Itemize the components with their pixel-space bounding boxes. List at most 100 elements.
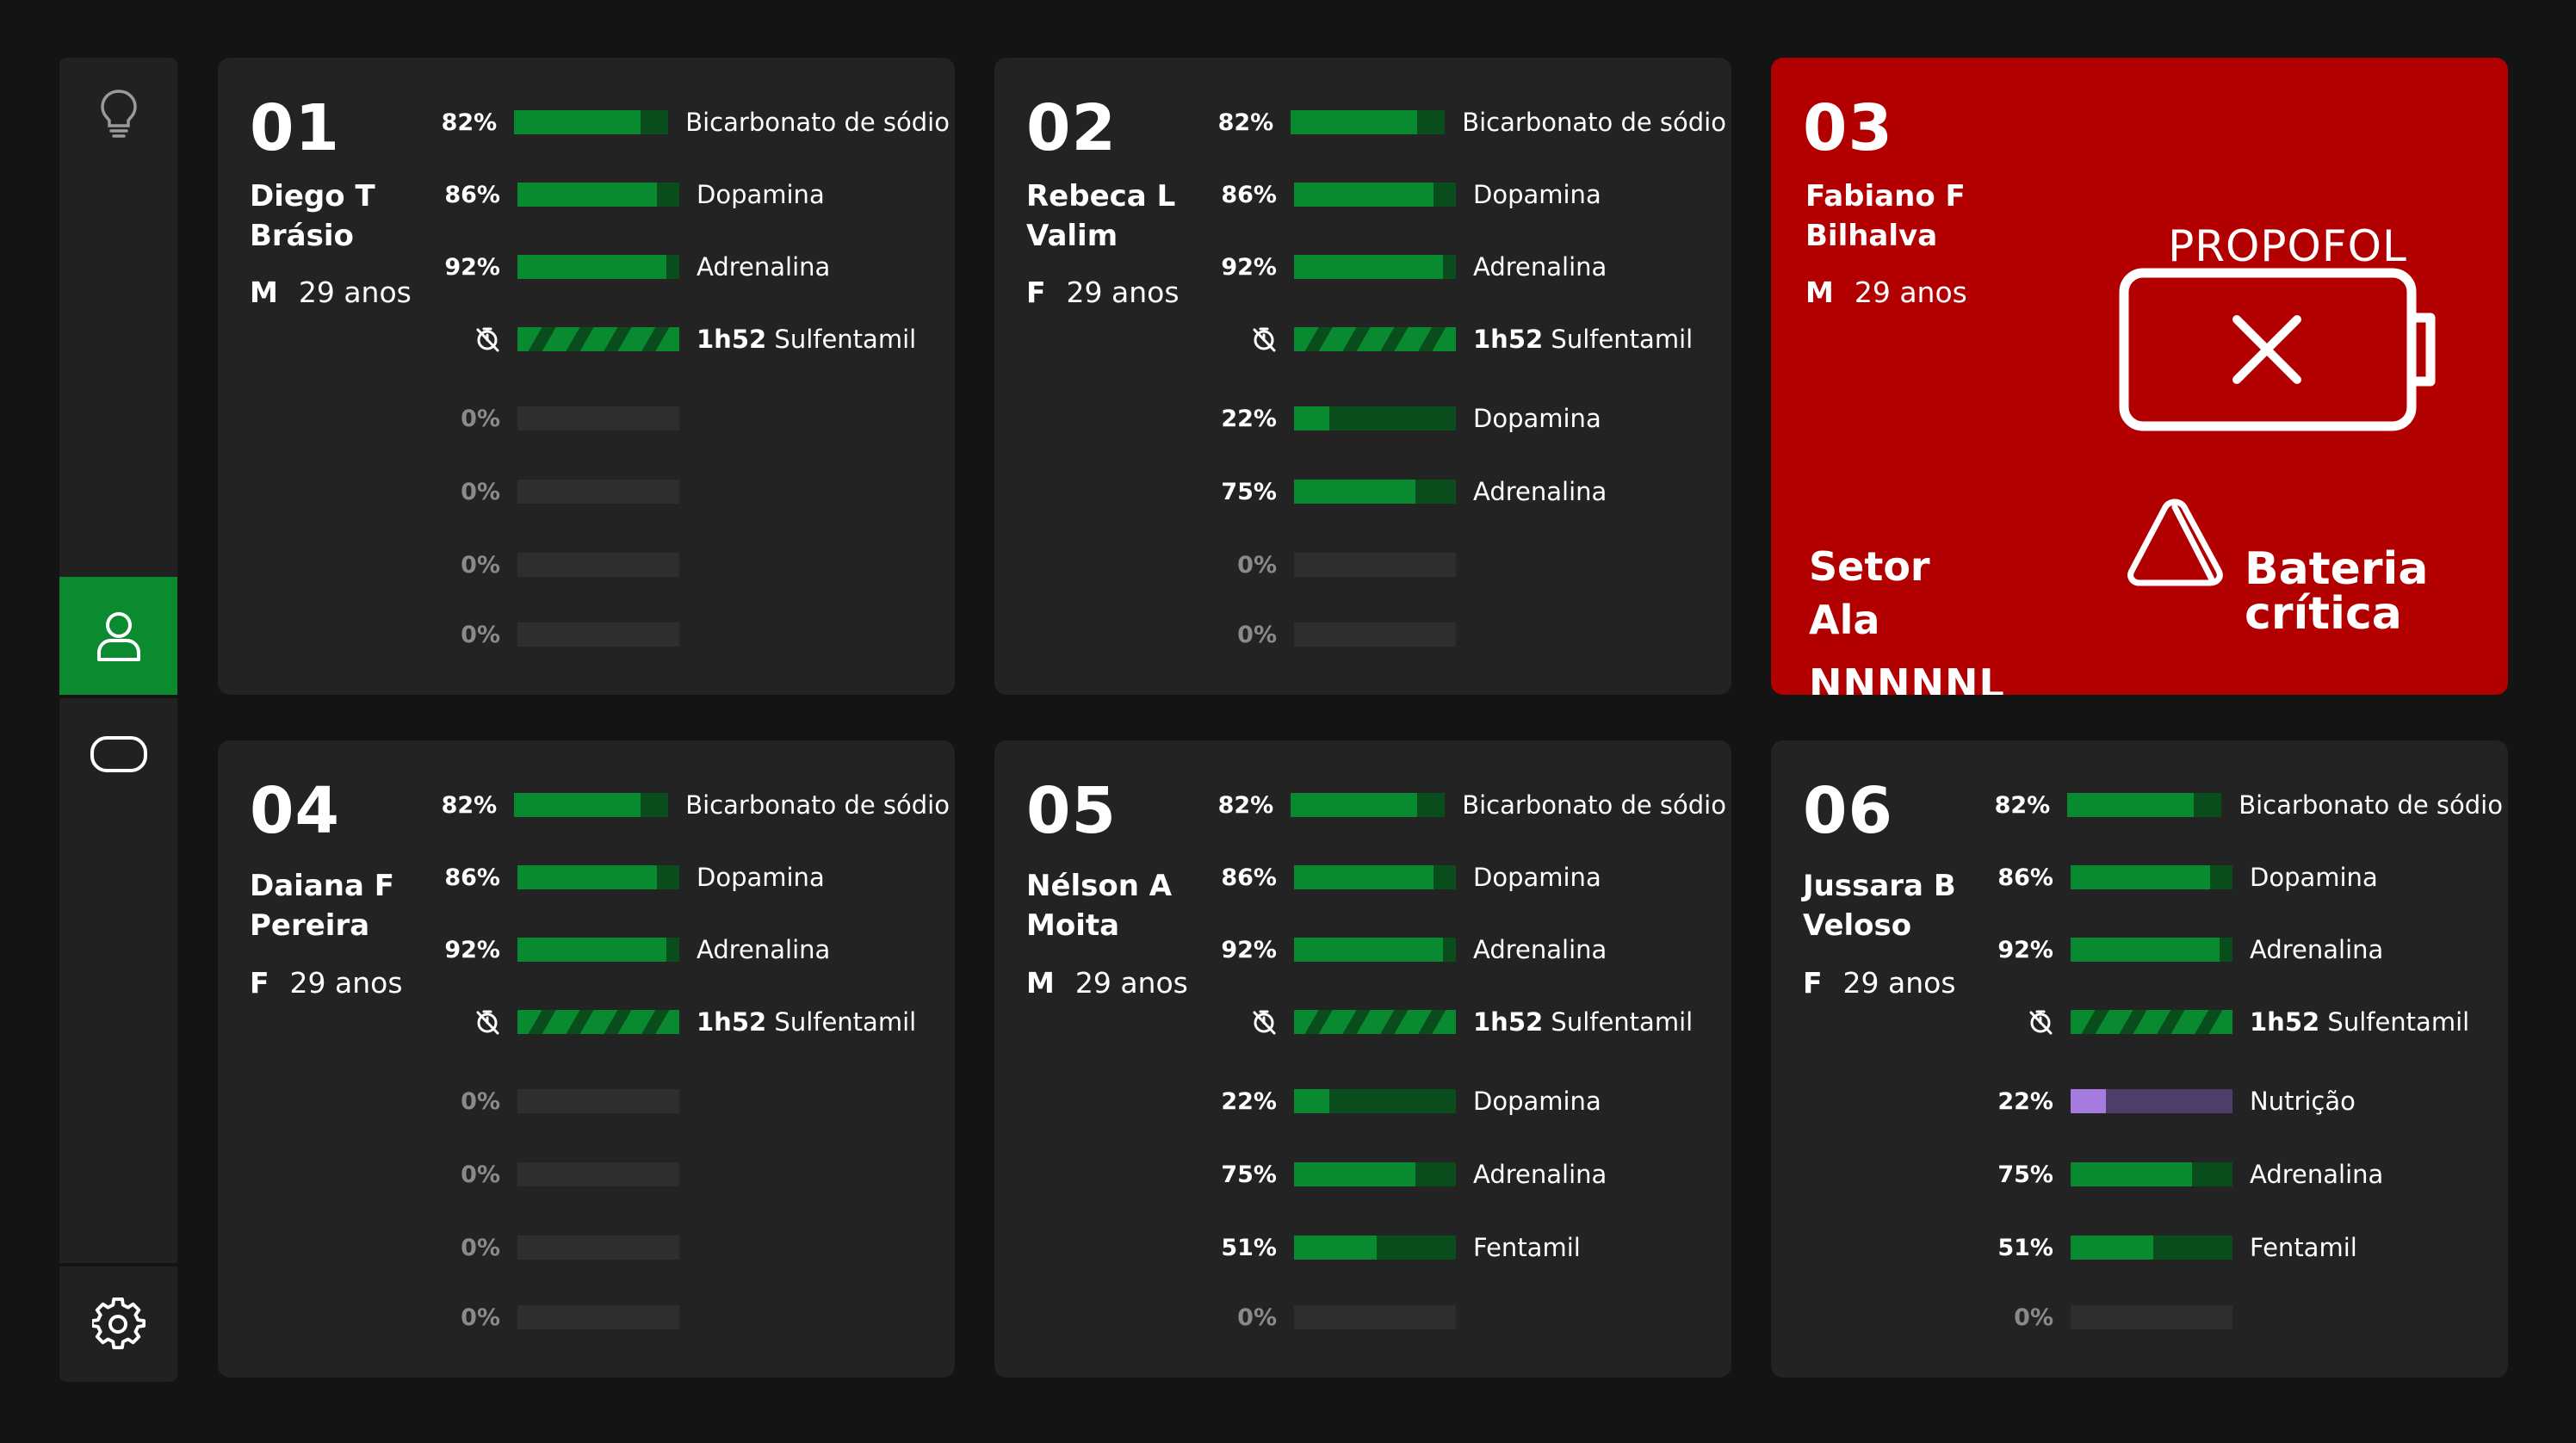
infusion-row[interactable]: 22% Dopamina — [1210, 401, 1726, 436]
infusion-row[interactable]: 0% — [1210, 617, 1726, 652]
infusion-label: Adrenalina — [2250, 935, 2384, 964]
infusion-percent: 75% — [1221, 1161, 1277, 1188]
bed-number: 05 — [1026, 774, 1117, 848]
patient-card-alert[interactable]: 03 Fabiano F Bilhalva M 29 anos PROPOFOL … — [1771, 58, 2508, 695]
infusion-row[interactable]: 0% — [433, 401, 950, 436]
patient-card[interactable]: 04 Daiana F Pereira F 29 anos 82% Bicarbon… — [218, 740, 955, 1378]
infusion-percent: 22% — [1997, 1087, 2053, 1115]
infusion-row[interactable]: 86% Dopamina — [1210, 860, 1726, 895]
patient-card[interactable]: 01 Diego T Brásio M 29 anos 82% Bicarbonat… — [218, 58, 955, 695]
patient-card[interactable]: 05 Nélson A Moita M 29 anos 82% Bicarbonat… — [994, 740, 1731, 1378]
infusion-percent: 86% — [1997, 864, 2053, 891]
infusion-bar — [517, 938, 679, 962]
infusion-row[interactable]: 0% — [433, 1084, 950, 1118]
bed-number: 06 — [1803, 774, 1893, 848]
infusion-bar — [514, 110, 669, 134]
infusion-bar — [517, 865, 679, 889]
infusion-row[interactable]: 0% — [433, 474, 950, 509]
battery-x-icon — [2119, 268, 2436, 431]
infusion-row[interactable]: 75% Adrenalina — [1986, 1157, 2503, 1192]
infusion-percent: 0% — [461, 621, 500, 648]
patient-card[interactable]: 06 Jussara B Veloso F 29 anos 82% Bicarbon… — [1771, 740, 2508, 1378]
infusion-row[interactable]: 82% Bicarbonato de sódio — [1210, 105, 1726, 139]
infusion-row[interactable]: 0% — [433, 617, 950, 652]
infusion-bar — [517, 1236, 679, 1260]
infusion-row[interactable]: 0% — [433, 1230, 950, 1265]
infusion-row[interactable]: 86% Dopamina — [433, 860, 950, 895]
infusion-bar-fill — [2071, 1162, 2192, 1186]
infusion-bar — [517, 183, 679, 207]
infusion-percent: 86% — [444, 181, 500, 208]
infusion-row[interactable]: 82% Bicarbonato de sódio — [433, 105, 950, 139]
sidebar-item-ideas[interactable] — [59, 58, 177, 170]
timer-slot — [1986, 1009, 2053, 1035]
infusion-row[interactable]: 92% Adrenalina — [1986, 932, 2503, 967]
infusion-row[interactable]: 75% Adrenalina — [1210, 1157, 1726, 1192]
sector-code: NNNNNL — [1809, 660, 2005, 695]
battery-critical-message: Bateria crítica — [2245, 543, 2429, 640]
infusion-bar — [1294, 1089, 1456, 1113]
infusion-row[interactable]: 75% Adrenalina — [1210, 474, 1726, 509]
infusion-row[interactable]: 86% Dopamina — [433, 177, 950, 212]
infusion-row[interactable]: 1h52 Sulfentamil — [1210, 322, 1726, 356]
infusion-row[interactable]: 51% Fentamil — [1210, 1230, 1726, 1265]
infusion-row[interactable]: 1h52 Sulfentamil — [1210, 1005, 1726, 1039]
infusion-row[interactable]: 0% — [1210, 1300, 1726, 1335]
infusion-row[interactable]: 1h52 Sulfentamil — [433, 322, 950, 356]
infusion-bar-fill — [1294, 480, 1415, 504]
infusion-bar-fill — [1294, 183, 1434, 207]
infusion-row[interactable]: 92% Adrenalina — [433, 250, 950, 284]
infusion-row[interactable]: 92% Adrenalina — [1210, 932, 1726, 967]
patient-meta: M 29 anos — [250, 276, 412, 310]
infusion-bar-paused — [1294, 1010, 1456, 1034]
infusion-percent: 0% — [461, 1304, 500, 1331]
infusion-bar-fill — [1294, 406, 1330, 430]
infusion-percent: 22% — [1221, 405, 1277, 432]
infusion-label: Nutrição — [2250, 1087, 2356, 1116]
infusion-row[interactable]: 86% Dopamina — [1986, 860, 2503, 895]
infusion-bar — [2071, 1305, 2232, 1329]
infusion-row[interactable]: 82% Bicarbonato de sódio — [1986, 788, 2503, 822]
gear-icon — [91, 1297, 146, 1350]
infusion-row[interactable]: 0% — [433, 1300, 950, 1335]
sidebar-item-patients[interactable] — [59, 577, 177, 695]
infusion-bar — [2071, 865, 2232, 889]
infusion-percent: 0% — [2014, 1304, 2053, 1331]
infusion-bar-paused — [517, 1010, 679, 1034]
infusion-bar-fill — [1294, 1236, 1377, 1260]
infusion-bar — [1294, 938, 1456, 962]
infusion-row[interactable]: 1h52 Sulfentamil — [433, 1005, 950, 1039]
infusion-label: Dopamina — [1473, 1087, 1601, 1116]
bed-number: 03 — [1803, 91, 1893, 165]
infusion-row[interactable]: 86% Dopamina — [1210, 177, 1726, 212]
infusion-row[interactable]: 0% — [433, 1157, 950, 1192]
infusion-bar-fill — [2071, 938, 2220, 962]
infusion-percent: 22% — [1221, 1087, 1277, 1115]
patient-meta: F 29 anos — [1026, 276, 1180, 310]
infusion-row[interactable]: 51% Fentamil — [1986, 1230, 2503, 1265]
infusion-label: Adrenalina — [1473, 1160, 1607, 1189]
infusion-row[interactable]: 82% Bicarbonato de sódio — [433, 788, 950, 822]
patient-card[interactable]: 02 Rebeca L Valim F 29 anos 82% Bicarbonat… — [994, 58, 1731, 695]
infusion-row[interactable]: 22% Nutrição — [1986, 1084, 2503, 1118]
infusion-row[interactable]: 1h52 Sulfentamil — [1986, 1005, 2503, 1039]
infusion-bar — [1294, 255, 1456, 279]
infusion-row[interactable]: 92% Adrenalina — [433, 932, 950, 967]
infusion-bar — [2071, 1236, 2232, 1260]
infusion-row[interactable]: 82% Bicarbonato de sódio — [1210, 788, 1726, 822]
infusion-bar — [1294, 622, 1456, 647]
sidebar-item-settings[interactable] — [59, 1266, 177, 1382]
infusion-row[interactable]: 92% Adrenalina — [1210, 250, 1726, 284]
timer-off-icon — [476, 1010, 499, 1035]
patient-age: 29 anos — [289, 966, 403, 1000]
infusion-row[interactable]: 22% Dopamina — [1210, 1084, 1726, 1118]
sidebar-item-devices[interactable] — [59, 698, 177, 810]
infusion-row[interactable]: 0% — [433, 548, 950, 582]
bed-number: 02 — [1026, 91, 1117, 165]
patient-sex: M — [250, 276, 278, 309]
infusion-label: Dopamina — [697, 863, 825, 892]
infusion-row[interactable]: 0% — [1210, 548, 1726, 582]
infusion-bar-fill — [2067, 793, 2195, 817]
infusion-row[interactable]: 0% — [1986, 1300, 2503, 1335]
infusion-percent: 82% — [1217, 791, 1274, 819]
